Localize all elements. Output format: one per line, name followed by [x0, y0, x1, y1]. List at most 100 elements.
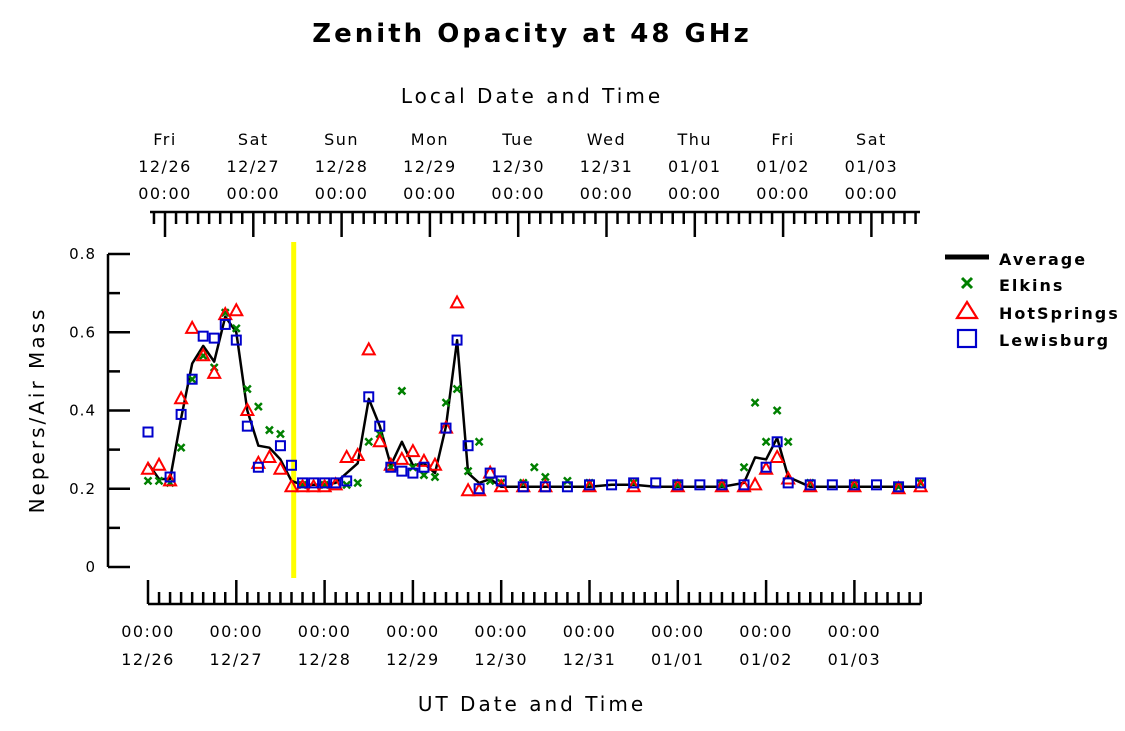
point-elkins	[772, 406, 782, 415]
point-hotsprings	[173, 390, 189, 405]
point-lewisburg	[650, 477, 662, 489]
bottom-tick-date: 12/31	[563, 650, 617, 669]
point-hotsprings	[338, 448, 355, 463]
legend-label-lewisburg: Lewisburg	[999, 331, 1110, 350]
bottom-axis-title: UT Date and Time	[418, 692, 646, 716]
series-line-average	[146, 315, 921, 489]
top-tick-day: Thu	[677, 130, 713, 149]
point-elkins	[739, 462, 749, 472]
point-lewisburg	[716, 479, 728, 491]
point-elkins	[143, 476, 153, 486]
point-lewisburg	[285, 459, 297, 471]
point-lewisburg	[175, 408, 187, 420]
point-hotsprings	[350, 446, 366, 461]
point-lewisburg	[385, 461, 397, 473]
point-elkins	[364, 437, 374, 447]
point-hotsprings	[460, 482, 476, 497]
point-elkins	[187, 374, 197, 384]
top-tick-date: 12/26	[138, 157, 192, 176]
point-hotsprings	[747, 476, 763, 491]
legend-label-hotsprings: HotSprings	[999, 304, 1120, 323]
point-lewisburg	[462, 440, 474, 452]
point-elkins	[154, 476, 164, 486]
point-hotsprings	[316, 478, 333, 493]
top-tick-day: Fri	[771, 130, 795, 149]
point-lewisburg	[870, 479, 882, 491]
point-elkins	[231, 323, 241, 333]
point-elkins	[176, 443, 186, 453]
bottom-tick-date: 01/02	[739, 650, 793, 669]
chart-title: Zenith Opacity at 48 GHz	[312, 19, 751, 49]
point-hotsprings	[912, 478, 929, 493]
y-tick-label: 0	[85, 558, 96, 576]
point-hotsprings	[471, 482, 487, 497]
bottom-tick-time: 00:00	[651, 622, 705, 641]
y-tick-label: 0.4	[69, 402, 96, 420]
point-hotsprings	[758, 460, 774, 475]
point-lewisburg	[738, 479, 750, 491]
point-hotsprings	[305, 478, 322, 493]
point-hotsprings	[714, 478, 730, 493]
point-lewisburg	[915, 477, 927, 489]
point-hotsprings	[427, 456, 443, 471]
point-lewisburg	[782, 477, 794, 489]
point-lewisburg	[584, 479, 595, 491]
point-elkins	[253, 402, 263, 411]
point-lewisburg	[319, 477, 331, 489]
point-lewisburg	[606, 479, 618, 491]
point-elkins	[529, 462, 539, 472]
point-elkins	[353, 478, 363, 488]
point-lewisburg	[804, 479, 816, 491]
bottom-tick-time: 00:00	[474, 622, 528, 641]
legend-label-elkins: Elkins	[999, 276, 1064, 295]
legend-marker-hotsprings	[955, 299, 979, 320]
bottom-tick-time: 00:00	[298, 622, 352, 641]
point-hotsprings	[184, 319, 200, 334]
top-tick-date: 01/01	[668, 157, 722, 176]
bottom-tick-date: 12/28	[298, 650, 352, 669]
point-hotsprings	[846, 478, 863, 493]
point-hotsprings	[294, 478, 311, 493]
point-elkins	[540, 472, 550, 482]
top-tick-day: Mon	[411, 130, 449, 149]
top-tick-day: Sun	[324, 130, 359, 149]
top-tick-time: 00:00	[403, 184, 457, 203]
axes-group: 0 0.2 0.4 0.6 0.8 00:00 12/26 00:00 12/27 00:00 12…	[69, 130, 922, 669]
point-lewisburg	[241, 420, 253, 432]
data-marks	[140, 242, 929, 578]
point-elkins	[441, 398, 451, 408]
point-elkins	[397, 386, 407, 396]
point-lewisburg	[561, 481, 573, 493]
bottom-tick-date: 12/29	[386, 650, 440, 669]
point-hotsprings	[383, 456, 399, 471]
point-hotsprings	[239, 401, 256, 416]
top-tick-date: 12/31	[580, 157, 634, 176]
point-hotsprings	[361, 341, 377, 356]
point-elkins	[474, 437, 484, 447]
point-elkins	[265, 425, 274, 435]
legend-label-average: Average	[999, 250, 1087, 269]
point-lewisburg	[164, 471, 176, 483]
point-hotsprings	[802, 478, 818, 493]
point-lewisburg	[252, 461, 264, 473]
point-lewisburg	[495, 475, 507, 487]
point-hotsprings	[405, 442, 421, 458]
y-tick-label: 0.6	[69, 323, 96, 341]
legend-marker-elkins	[960, 276, 974, 290]
point-hotsprings	[206, 364, 222, 379]
bottom-tick-date: 12/30	[474, 650, 528, 669]
bottom-tick-time: 00:00	[563, 622, 617, 641]
top-tick-date: 12/28	[315, 157, 369, 176]
point-lewisburg	[760, 461, 772, 473]
point-elkins	[783, 437, 793, 447]
top-tick-day: Sat	[856, 130, 887, 149]
point-lewisburg	[297, 477, 309, 489]
y-tick-label: 0.8	[69, 245, 96, 263]
point-elkins	[276, 429, 285, 439]
point-elkins	[761, 437, 771, 447]
point-lewisburg	[230, 334, 242, 346]
point-hotsprings	[283, 478, 300, 493]
top-tick-time: 00:00	[491, 184, 545, 203]
bottom-tick-date: 01/03	[828, 650, 882, 669]
top-tick-day: Wed	[587, 130, 626, 149]
